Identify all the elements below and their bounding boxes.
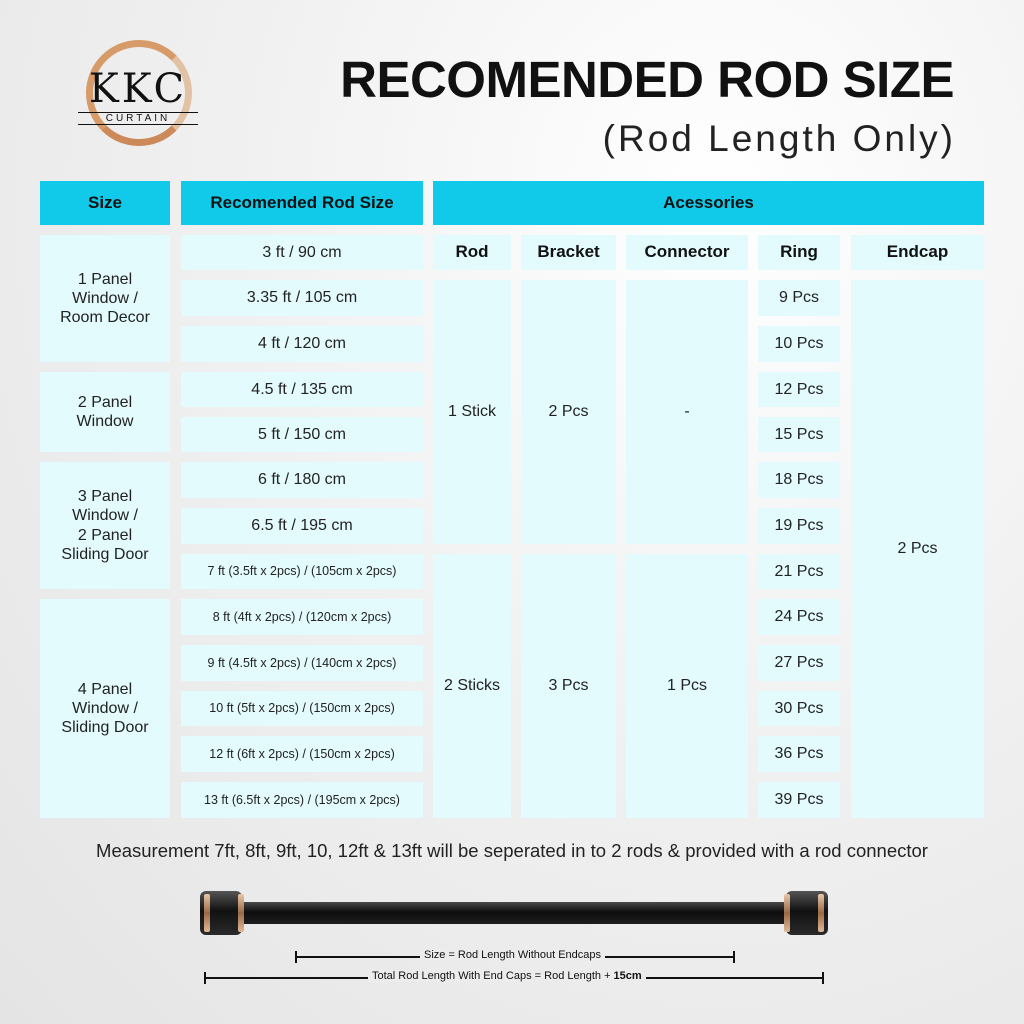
- rod-count-single: 1 Stick: [433, 280, 511, 544]
- subheader-ring: Ring: [758, 235, 840, 270]
- header-size: Size: [40, 181, 170, 225]
- size-group-cell: 2 Panel Window: [40, 372, 170, 452]
- size-group-cell: 3 Panel Window / 2 Panel Sliding Door: [40, 462, 170, 589]
- subheader-bracket: Bracket: [521, 235, 616, 270]
- rod-size-cell: 4.5 ft / 135 cm: [181, 372, 423, 407]
- bracket-count-double: 3 Pcs: [521, 554, 616, 818]
- left-cap-ring-inner: [238, 894, 244, 932]
- total-dimension-label-text: Total Rod Length With End Caps = Rod Len…: [372, 970, 614, 982]
- header-accessories: Acessories: [433, 181, 984, 225]
- measurement-note: Measurement 7ft, 8ft, 9ft, 10, 12ft & 13…: [96, 840, 928, 861]
- left-cap-ring-outer: [204, 894, 210, 932]
- page-subtitle: (Rod Length Only): [602, 118, 956, 159]
- connector-count-double: 1 Pcs: [626, 554, 748, 818]
- endcap-count: 2 Pcs: [851, 280, 984, 818]
- ring-cell: 21 Pcs: [758, 554, 840, 589]
- ring-cell: 36 Pcs: [758, 736, 840, 772]
- rod-size-cell: 6.5 ft / 195 cm: [181, 508, 423, 544]
- curtain-rod-illustration: [200, 888, 828, 938]
- rod-size-cell: 7 ft (3.5ft x 2pcs) / (105cm x 2pcs): [181, 554, 423, 589]
- ring-cell: 10 Pcs: [758, 326, 840, 362]
- rod-size-cell: 6 ft / 180 cm: [181, 462, 423, 498]
- size-group-cell: 1 Panel Window / Room Decor: [40, 235, 170, 362]
- ring-cell: 9 Pcs: [758, 280, 840, 316]
- ring-cell: 27 Pcs: [758, 645, 840, 681]
- connector-count-single: -: [626, 280, 748, 544]
- rod-size-cell: 8 ft (4ft x 2pcs) / (120cm x 2pcs): [181, 599, 423, 635]
- rod-size-cell: 10 ft (5ft x 2pcs) / (150cm x 2pcs): [181, 691, 423, 726]
- rod-size-cell: 3 ft / 90 cm: [181, 235, 423, 270]
- total-dimension-label: Total Rod Length With End Caps = Rod Len…: [368, 970, 646, 982]
- total-dimension-right-tick: [822, 972, 824, 984]
- rod-size-cell: 3.35 ft / 105 cm: [181, 280, 423, 316]
- ring-cell: 18 Pcs: [758, 462, 840, 498]
- header-rod-size: Recomended Rod Size: [181, 181, 423, 225]
- size-dimension-label: Size = Rod Length Without Endcaps: [420, 949, 606, 961]
- page-title: RECOMENDED ROD SIZE: [340, 51, 954, 108]
- logo-sub-text: CURTAIN: [78, 112, 198, 125]
- rod-size-cell: 9 ft (4.5ft x 2pcs) / (140cm x 2pcs): [181, 645, 423, 681]
- rod-bar: [240, 902, 790, 924]
- size-dimension-right-tick: [733, 951, 735, 963]
- logo-brand-text: KKC: [88, 66, 188, 112]
- logo-brush-ring-icon: [86, 40, 192, 146]
- kkc-curtain-logo: KKC CURTAIN: [74, 40, 204, 160]
- ring-cell: 30 Pcs: [758, 691, 840, 726]
- subheader-endcap: Endcap: [851, 235, 984, 270]
- subheader-rod: Rod: [433, 235, 511, 270]
- ring-cell: 24 Pcs: [758, 599, 840, 635]
- ring-cell: 15 Pcs: [758, 417, 840, 452]
- ring-cell: 39 Pcs: [758, 782, 840, 818]
- right-cap-ring-outer: [818, 894, 824, 932]
- bracket-count-single: 2 Pcs: [521, 280, 616, 544]
- ring-cell: 19 Pcs: [758, 508, 840, 544]
- right-cap-ring-inner: [784, 894, 790, 932]
- rod-size-cell: 4 ft / 120 cm: [181, 326, 423, 362]
- subheader-connector: Connector: [626, 235, 748, 270]
- rod-size-cell: 5 ft / 150 cm: [181, 417, 423, 452]
- ring-cell: 12 Pcs: [758, 372, 840, 407]
- rod-size-cell: 13 ft (6.5ft x 2pcs) / (195cm x 2pcs): [181, 782, 423, 818]
- total-dimension-label-value: 15cm: [613, 970, 642, 982]
- rod-count-double: 2 Sticks: [433, 554, 511, 818]
- size-group-cell: 4 Panel Window / Sliding Door: [40, 599, 170, 818]
- rod-size-cell: 12 ft (6ft x 2pcs) / (150cm x 2pcs): [181, 736, 423, 772]
